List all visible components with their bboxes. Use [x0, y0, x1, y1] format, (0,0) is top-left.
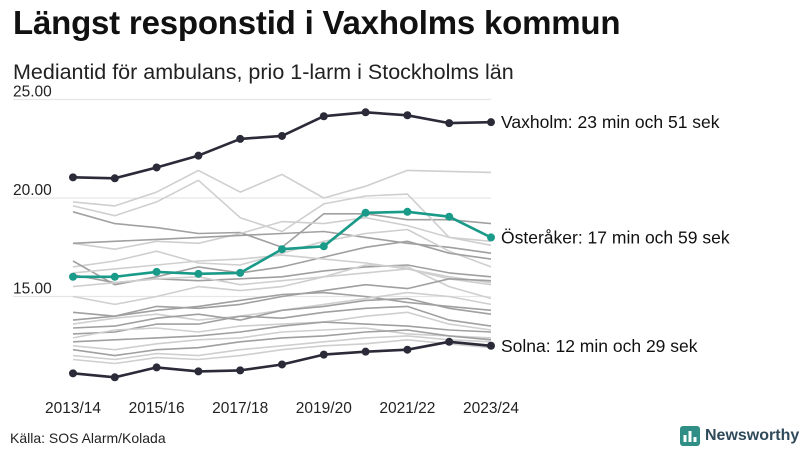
data-point-solna [194, 367, 203, 376]
background-series-line [72, 216, 492, 250]
data-point--ster-ker [110, 272, 119, 281]
background-series-line [72, 339, 492, 365]
x-tick-label: 2015/16 [129, 400, 185, 417]
brand-logo: Newsworthy [680, 426, 799, 446]
data-point-solna [361, 347, 370, 356]
data-point-vaxholm [487, 118, 495, 127]
background-series-line [72, 297, 492, 329]
data-point--ster-ker [445, 212, 454, 221]
background-series-line [72, 329, 492, 357]
background-series-line [72, 268, 492, 288]
background-series-line [72, 291, 492, 321]
background-series-line [72, 327, 492, 351]
data-point-vaxholm [445, 119, 454, 128]
series-label--ster-ker: Österåker: 17 min och 59 sek [501, 227, 730, 247]
source-note: Källa: SOS Alarm/Kolada [10, 430, 166, 446]
highlighted-series [69, 108, 495, 382]
data-point--ster-ker [194, 269, 203, 278]
background-series-line [72, 311, 492, 339]
data-point-vaxholm [194, 151, 203, 160]
brand-name: Newsworthy [705, 427, 800, 444]
x-tick-label: 2013/14 [45, 400, 101, 417]
newsworthy-logo-icon [680, 426, 700, 446]
data-point--ster-ker [319, 242, 328, 251]
data-point-vaxholm [152, 163, 161, 172]
data-point-vaxholm [69, 173, 77, 182]
y-axis-ticks: 15.00 20.00 25.00 [13, 84, 52, 298]
background-series-line [72, 179, 492, 247]
data-point--ster-ker [487, 233, 495, 242]
chart-title: Längst responstid i Vaxholms kommun [13, 4, 621, 41]
data-point-solna [403, 345, 412, 354]
data-point-vaxholm [319, 112, 328, 121]
data-point--ster-ker [278, 245, 286, 254]
data-point-solna [487, 341, 495, 350]
background-series-line [72, 335, 492, 361]
data-point--ster-ker [403, 207, 412, 216]
data-point-solna [152, 363, 161, 372]
background-series-line [72, 291, 492, 325]
background-series-line [72, 278, 492, 317]
data-point-solna [69, 369, 77, 378]
data-point-solna [445, 337, 454, 346]
background-series [72, 169, 492, 365]
data-point-solna [278, 360, 286, 369]
series-label-solna: Solna: 12 min och 29 sek [501, 336, 698, 356]
chart-subtitle: Mediantid för ambulans, prio 1-larm i St… [13, 60, 514, 84]
background-series-line [72, 305, 492, 335]
series-line-vaxholm [72, 111, 492, 180]
data-point-solna [319, 350, 328, 359]
data-point-vaxholm [278, 131, 286, 140]
series-annotations: Vaxholm: 23 min och 51 sek Österåker: 17 … [501, 112, 730, 356]
data-point-vaxholm [403, 111, 412, 120]
background-series-line [72, 321, 492, 343]
data-point--ster-ker [152, 267, 161, 276]
data-point-solna [110, 373, 119, 382]
x-tick-label: 2021/22 [379, 400, 435, 417]
data-point-vaxholm [361, 108, 370, 117]
background-series-line [72, 169, 492, 207]
data-point--ster-ker [69, 272, 77, 281]
x-tick-label: 2023/24 [463, 400, 519, 417]
y-tick-label: 20.00 [13, 182, 52, 199]
background-series-line [72, 264, 492, 306]
data-point--ster-ker [361, 208, 370, 217]
x-tick-label: 2017/18 [212, 400, 268, 417]
data-point-solna [236, 366, 245, 375]
y-tick-label: 25.00 [13, 84, 52, 101]
background-series-line [72, 211, 492, 249]
y-tick-label: 15.00 [13, 281, 52, 298]
series-label-vaxholm: Vaxholm: 23 min och 51 sek [501, 112, 720, 132]
x-tick-label: 2019/20 [296, 400, 352, 417]
data-point-vaxholm [236, 134, 245, 143]
data-point-vaxholm [110, 174, 119, 183]
data-point--ster-ker [236, 268, 245, 277]
x-axis-ticks: 2013/14 2015/16 2017/18 2019/20 2021/22 2023/… [45, 400, 519, 417]
